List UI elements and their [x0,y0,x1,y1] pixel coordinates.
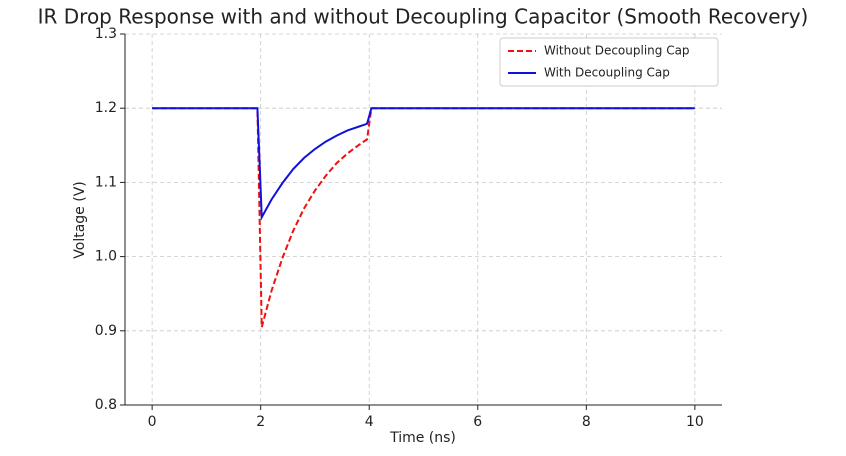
y-tick-label: 1.2 [95,100,117,116]
series-line [152,107,695,221]
x-axis-label: Time (ns) [389,430,456,446]
y-tick-label: 0.9 [95,323,117,339]
y-tick-label: 1.0 [95,249,117,265]
y-tick-label: 1.3 [95,26,117,42]
x-tick-label: 8 [582,414,591,430]
x-tick-label: 6 [473,414,482,430]
legend-label: Without Decoupling Cap [544,44,690,58]
x-tick-label: 10 [686,414,704,430]
x-tick-label: 2 [256,414,265,430]
chart-title: IR Drop Response with and without Decoup… [38,5,809,29]
x-tick-label: 4 [365,414,374,430]
x-tick-label: 0 [148,414,157,430]
legend [499,37,719,87]
y-axis-label: Voltage (V) [72,181,88,258]
series-line [152,107,695,328]
legend-label: With Decoupling Cap [544,66,670,80]
y-tick-label: 0.8 [95,397,117,413]
y-tick-label: 1.1 [95,174,117,190]
